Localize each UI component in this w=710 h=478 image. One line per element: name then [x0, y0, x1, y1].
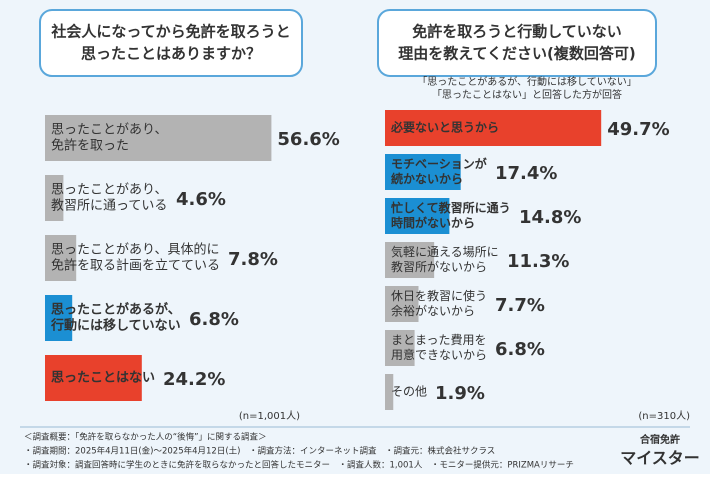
bar	[385, 330, 415, 366]
chart-title: 社会人になってから免許を取ろうと	[50, 23, 290, 41]
value-label: 6.8%	[495, 339, 545, 360]
bar	[45, 175, 64, 221]
footer-text: ・調査対象：調査回答時に学生のときに免許を取らなかったと回答したモニター ・調査…	[24, 460, 574, 471]
footer-text: ＜調査概要：「免許を取らなかった人の“後悔”」に関する調査＞	[24, 432, 267, 443]
value-label: 49.7%	[607, 119, 669, 140]
bar	[385, 242, 435, 278]
category-label: 行動には移していない	[50, 318, 181, 334]
category-label: 免許を取る計画を立てている	[51, 258, 220, 274]
bar	[385, 110, 602, 146]
bar	[385, 286, 419, 322]
category-label: 忙しくて教習所に通う	[391, 200, 511, 215]
bar	[45, 295, 73, 341]
subtitle: 「思ったことはない」と回答した方が回答	[432, 88, 622, 101]
category-label: 時間がないから	[391, 215, 475, 230]
category-label: 気軽に通える場所に	[391, 244, 499, 259]
bar	[45, 355, 142, 401]
title-box	[39, 9, 303, 77]
logo: マイスター	[620, 449, 700, 468]
category-label: 続かないから	[391, 171, 463, 186]
bar	[385, 374, 394, 410]
category-label: 教習所に通っている	[51, 198, 167, 214]
bar	[385, 198, 450, 234]
bar	[385, 154, 461, 190]
value-label: 56.6%	[277, 129, 339, 150]
value-label: 17.4%	[495, 163, 557, 184]
subtitle: 「思ったことがあるが、行動には移していない」	[417, 75, 637, 88]
value-label: 4.6%	[176, 189, 226, 210]
category-label: モチベーションが	[391, 156, 487, 171]
bar	[45, 235, 77, 281]
chart-title: 思ったことはありますか？	[81, 45, 261, 63]
category-label: 教習所がないから	[391, 259, 487, 274]
category-label: 思ったことがあり、	[51, 123, 167, 138]
bar	[45, 115, 272, 161]
value-label: 24.2%	[163, 369, 225, 390]
category-label: 思ったことはない	[51, 371, 155, 386]
category-label: 思ったことがあり、	[51, 183, 167, 198]
value-label: 11.3%	[507, 251, 569, 272]
footer-text: ・調査期間：2025年4月11日(金)～2025年4月12日(土) ・調査方法：…	[24, 446, 495, 457]
sample-size: (n=1,001人)	[239, 410, 300, 422]
value-label: 14.8%	[519, 207, 581, 228]
title-box	[377, 9, 657, 77]
value-label: 6.8%	[189, 309, 239, 330]
chart-title: 免許を取ろうと行動していない	[412, 23, 622, 41]
category-label: 免許を取った	[51, 139, 129, 154]
logo: 合宿免許	[639, 433, 680, 446]
category-label: 用意できないから	[391, 347, 487, 362]
value-label: 7.7%	[495, 295, 545, 316]
category-label: 必要ないと思うから	[390, 120, 499, 135]
category-label: 思ったことがあるが、	[51, 302, 181, 318]
category-label: 思ったことがあり、具体的に	[51, 242, 219, 258]
category-label: 休日を教習に使う	[391, 288, 487, 303]
category-label: 余裕がないから	[391, 303, 475, 318]
value-label: 7.8%	[228, 249, 278, 270]
value-label: 1.9%	[435, 383, 485, 404]
sample-size: (n=310人)	[638, 410, 690, 422]
category-label: その他	[391, 385, 427, 399]
chart-title: 理由を教えてください(複数回答可)	[398, 45, 636, 63]
category-label: まとまった費用を	[391, 332, 487, 347]
